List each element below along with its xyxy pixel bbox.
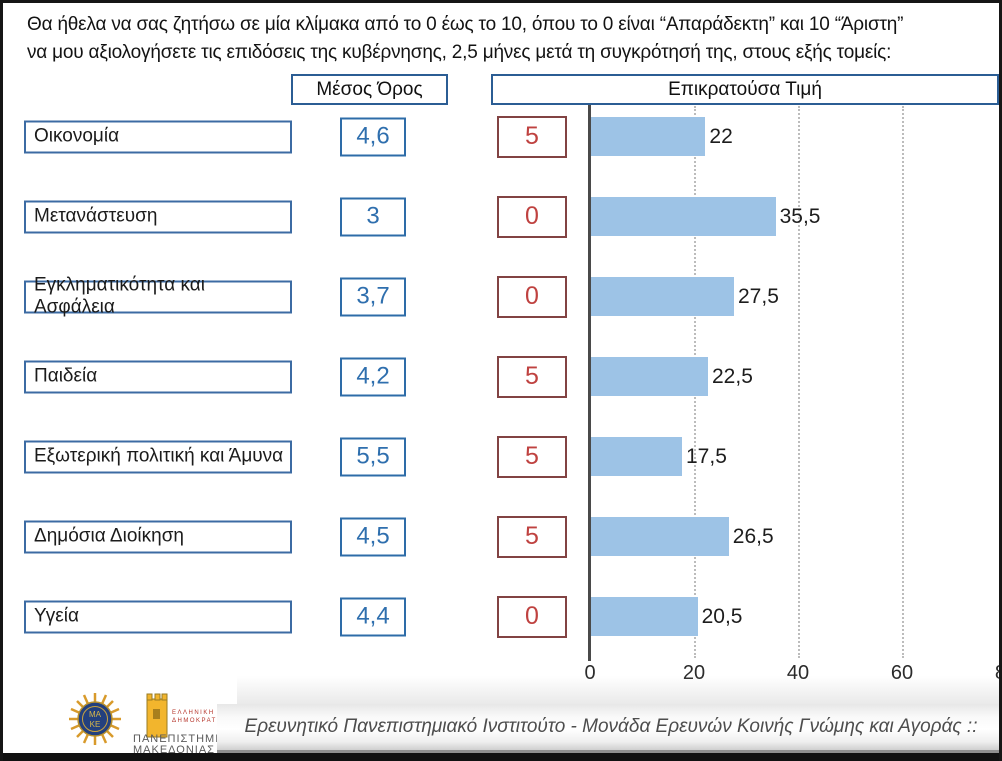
sector-label-box: Οικονομία <box>24 120 292 153</box>
mode-value-box: 0 <box>497 595 567 638</box>
emblem-disc <box>77 701 113 737</box>
chart-rows: Οικονομία 4,6 5 22 Μετανάστευση 3 0 35,5… <box>3 113 999 640</box>
bar-group: 22 <box>591 117 733 157</box>
sector-label-box: Εξωτερική πολιτική και Άμυνα <box>24 440 292 473</box>
emblem-text-top: ΜΑ <box>89 710 102 719</box>
sector-label-box: Δημόσια Διοίκηση <box>24 520 292 553</box>
bar-group: 22,5 <box>591 357 753 397</box>
sector-row: Δημόσια Διοίκηση 4,5 5 26,5 <box>3 513 999 560</box>
bar-value-label: 35,5 <box>779 204 821 228</box>
mode-value-box: 5 <box>497 515 567 558</box>
bar <box>591 277 734 316</box>
university-logo: ΜΑ ΚΕ ΕΛΛΗΝΙΚΗ ΔΗΜΟΚΡΑΤΙΑ ΠΑΝΕΠΙΣΤΗΜΙΟ Μ… <box>59 689 229 756</box>
mode-value-box: 0 <box>497 275 567 318</box>
bar <box>591 597 698 636</box>
survey-question: Θα ήθελα να σας ζητήσω σε μία κλίμακα απ… <box>27 11 997 67</box>
bottom-bar <box>3 753 999 761</box>
gridline <box>902 106 904 658</box>
average-value-box: 4,2 <box>340 357 406 396</box>
bar-value-label: 22,5 <box>712 364 753 388</box>
emblem-ring <box>82 706 108 732</box>
y-axis-line <box>588 105 591 661</box>
bar-group: 35,5 <box>591 197 820 237</box>
state-text-line2: ΔΗΜΟΚΡΑΤΙΑ <box>172 718 225 724</box>
mode-column-header: Επικρατούσα Τιμή <box>491 74 999 105</box>
average-column-header: Μέσος Όρος <box>291 74 448 105</box>
bar-group: 27,5 <box>591 277 779 317</box>
average-value-box: 5,5 <box>340 437 406 476</box>
sector-row: Εγκληματικότητα και Ασφάλεια 3,7 0 27,5 <box>3 273 999 320</box>
average-value-box: 3,7 <box>340 277 406 316</box>
footer-strip: Ερευνητικό Πανεπιστημιακό Ινστιτούτο - Μ… <box>217 676 999 755</box>
bar <box>591 197 776 236</box>
emblem-text-bottom: ΚΕ <box>90 720 101 729</box>
bar-value-label: 22 <box>709 124 733 148</box>
x-tick-label: 0 <box>584 662 596 684</box>
sector-row: Οικονομία 4,6 5 22 <box>3 113 999 160</box>
sector-row: Εξωτερική πολιτική και Άμυνα 5,5 5 17,5 <box>3 433 999 480</box>
bar <box>591 357 708 396</box>
bar-value-label: 26,5 <box>732 524 774 548</box>
tower-icon <box>146 693 168 738</box>
bar-group: 20,5 <box>591 597 742 637</box>
x-tick-label: 80 <box>995 662 999 685</box>
bar <box>591 437 682 476</box>
survey-question-line1: Θα ήθελα να σας ζητήσω σε μία κλίμακα απ… <box>27 14 904 35</box>
bar-value-label: 20,5 <box>701 604 743 628</box>
footer-text: Ερευνητικό Πανεπιστημιακό Ινστιτούτο - Μ… <box>244 716 978 737</box>
bar-value-label: 27,5 <box>738 284 779 308</box>
sector-row: Παιδεία 4,2 5 22,5 <box>3 353 999 400</box>
sector-label-box: Παιδεία <box>24 360 292 393</box>
average-value-box: 4,5 <box>340 517 406 556</box>
university-emblem: ΜΑ ΚΕ ΕΛΛΗΝΙΚΗ ΔΗΜΟΚΡΑΤΙΑ ΠΑΝΕΠΙΣΤΗΜΙΟ Μ… <box>69 693 229 756</box>
sector-label-box: Υγεία <box>24 600 292 633</box>
mode-value-box: 5 <box>497 115 567 158</box>
sector-row: Υγεία 4,4 0 20,5 <box>3 593 999 640</box>
average-value-box: 3 <box>340 197 406 236</box>
mode-value-box: 0 <box>497 195 567 238</box>
mode-value-box: 5 <box>497 355 567 398</box>
mode-value-box: 5 <box>497 435 567 478</box>
bar <box>591 117 706 156</box>
average-value-box: 4,4 <box>340 597 406 636</box>
sector-row: Μετανάστευση 3 0 35,5 <box>3 193 999 240</box>
sector-label-box: Εγκληματικότητα και Ασφάλεια <box>24 275 292 318</box>
sector-label-box: Μετανάστευση <box>24 200 292 233</box>
bar-group: 17,5 <box>591 437 727 477</box>
survey-question-line2: να μου αξιολογήσετε τις επιδόσεις της κυ… <box>27 42 892 63</box>
bar <box>591 517 729 556</box>
bar-group: 26,5 <box>591 517 774 557</box>
average-value-box: 4,6 <box>340 117 406 156</box>
bar-value-label: 17,5 <box>686 444 727 468</box>
gridline <box>798 106 800 658</box>
state-text-line1: ΕΛΛΗΝΙΚΗ <box>172 710 215 716</box>
university-name-line1: ΠΑΝΕΠΙΣΤΗΜΙΟ <box>133 733 229 745</box>
